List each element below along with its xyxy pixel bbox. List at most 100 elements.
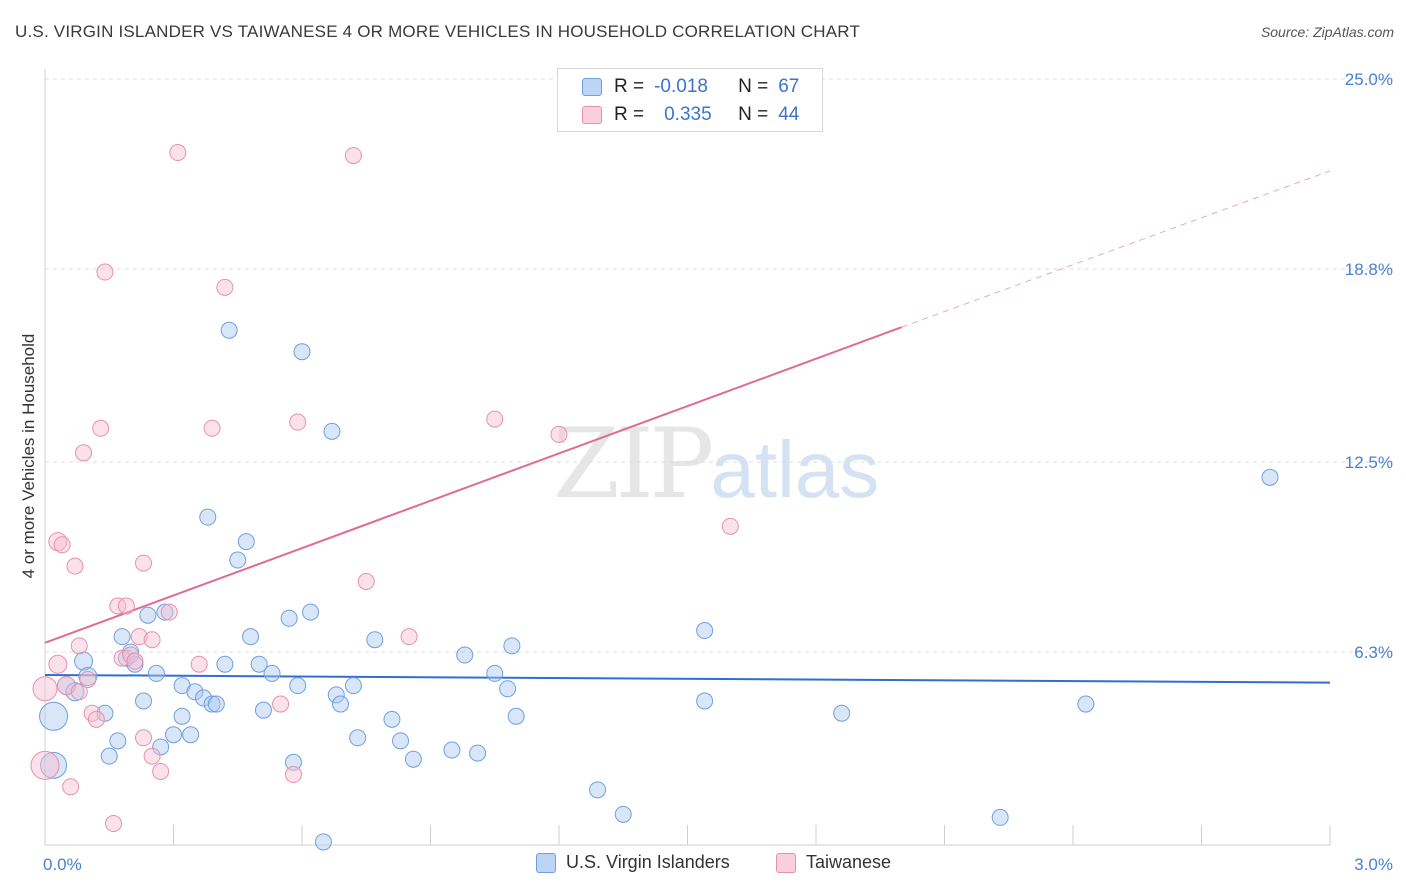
legend-n-label: N = [738, 76, 769, 97]
virgin-islanders-point [216, 655, 234, 673]
taiwanese-point [135, 729, 153, 747]
virgin-islanders-point [203, 695, 221, 713]
virgin-islanders-point [383, 710, 401, 728]
taiwanese-point [357, 572, 375, 590]
virgin-islanders-point [696, 622, 714, 640]
virgin-islanders-point [589, 781, 607, 799]
legend-item-taiwanese: Taiwanese [776, 852, 891, 873]
virgin-islanders-point [289, 677, 307, 695]
taiwanese-point [30, 750, 60, 780]
virgin-islanders-trend-line [44, 673, 1331, 684]
taiwanese-point [62, 778, 80, 796]
taiwanese-point [289, 413, 307, 431]
taiwanese-point [190, 655, 208, 673]
taiwanese-point [486, 410, 504, 428]
taiwanese-point [160, 603, 178, 621]
virgin-islanders-point [40, 751, 68, 779]
virgin-islanders-point [1077, 695, 1095, 713]
virgin-islanders-point [242, 628, 260, 646]
legend-row-taiwanese: R = 0.335 N = 44 [582, 103, 799, 127]
legend-n-label: N = [738, 104, 769, 125]
taiwanese-trend-extension [901, 170, 1331, 328]
y-axis-title: 4 or more Vehicles in Household [19, 334, 38, 579]
taiwanese-point [143, 747, 161, 765]
taiwanese-point [344, 147, 362, 165]
virgin-islanders-point [280, 609, 298, 627]
legend-label: U.S. Virgin Islanders [566, 852, 730, 872]
virgin-islanders-point [443, 741, 461, 759]
virgin-islanders-point [78, 666, 98, 686]
virgin-islanders-point [696, 692, 714, 710]
taiwanese-point [66, 557, 84, 575]
legend-row-virgin-islanders: R = -0.018 N = 67 [582, 75, 799, 99]
virgin-islanders-point [229, 551, 247, 569]
virgin-islanders-point [392, 732, 410, 750]
taiwanese-point [79, 671, 97, 689]
virgin-islanders-point [486, 664, 504, 682]
virgin-islanders-point [332, 695, 350, 713]
virgin-islanders-point [186, 683, 204, 701]
taiwanese-point [105, 815, 123, 833]
virgin-islanders-point [173, 707, 191, 725]
virgin-islanders-point [344, 677, 362, 695]
virgin-islanders-point [199, 508, 217, 526]
taiwanese-point [48, 654, 68, 674]
virgin-islanders-point [323, 422, 341, 440]
legend-n-value: 44 [778, 104, 800, 125]
virgin-islanders-point [96, 704, 114, 722]
taiwanese-point [122, 646, 140, 664]
taiwanese-point [203, 419, 221, 437]
legend-swatch-blue [582, 78, 602, 96]
virgin-islanders-point [220, 321, 238, 339]
y-tick-label: 18.8% [1345, 260, 1393, 279]
axes [44, 69, 1331, 846]
legend-swatch-pink [776, 852, 796, 873]
virgin-islanders-point [254, 701, 272, 719]
virgin-islanders-point [614, 805, 632, 823]
x-tick-label: 3.0% [1354, 855, 1393, 874]
taiwanese-point [56, 676, 76, 696]
legend-swatch-blue [536, 852, 556, 873]
tick-labels: 6.3% 12.5% 18.8% 25.0% 0.0% 3.0% [43, 70, 1393, 874]
taiwanese-point [400, 628, 418, 646]
virgin-islanders-point [991, 808, 1009, 826]
taiwanese-point [169, 144, 187, 162]
y-tick-label: 12.5% [1345, 453, 1393, 472]
virgin-islanders-point [366, 631, 384, 649]
virgin-islanders-point [302, 603, 320, 621]
virgin-islanders-point [135, 692, 153, 710]
taiwanese-point [70, 683, 88, 701]
legend-r-value: 0.335 [664, 104, 712, 125]
y-tick-label: 6.3% [1354, 643, 1393, 662]
taiwanese-point [721, 517, 739, 535]
x-tick-label: 0.0% [43, 855, 82, 874]
watermark-atlas: atlas [710, 425, 880, 514]
chart-title: U.S. VIRGIN ISLANDER VS TAIWANESE 4 OR M… [15, 22, 861, 41]
virgin-islanders-point [456, 646, 474, 664]
virgin-islanders-point [100, 747, 118, 765]
taiwanese-point [92, 419, 110, 437]
data-points [30, 144, 1279, 851]
legend-label: Taiwanese [806, 852, 892, 872]
virgin-islanders-point [113, 628, 131, 646]
virgin-islanders-point [499, 680, 517, 698]
virgin-islanders-point [293, 343, 311, 361]
taiwanese-point [216, 278, 234, 296]
taiwanese-point [284, 766, 302, 784]
virgin-islanders-point [263, 664, 281, 682]
legend-r-value: -0.018 [654, 76, 708, 97]
legend-swatch-pink [582, 106, 602, 124]
taiwanese-point [96, 263, 114, 281]
virgin-islanders-point [314, 833, 332, 851]
virgin-islanders-point [156, 603, 174, 621]
taiwanese-point [75, 444, 93, 462]
taiwanese-point [152, 762, 170, 780]
virgin-islanders-point [147, 664, 165, 682]
taiwanese-point [109, 597, 127, 615]
taiwanese-point [126, 652, 144, 670]
virgin-islanders-point [284, 753, 302, 771]
virgin-islanders-point [165, 726, 182, 744]
legend-r-label: R = [614, 104, 645, 125]
taiwanese-point [83, 704, 101, 722]
